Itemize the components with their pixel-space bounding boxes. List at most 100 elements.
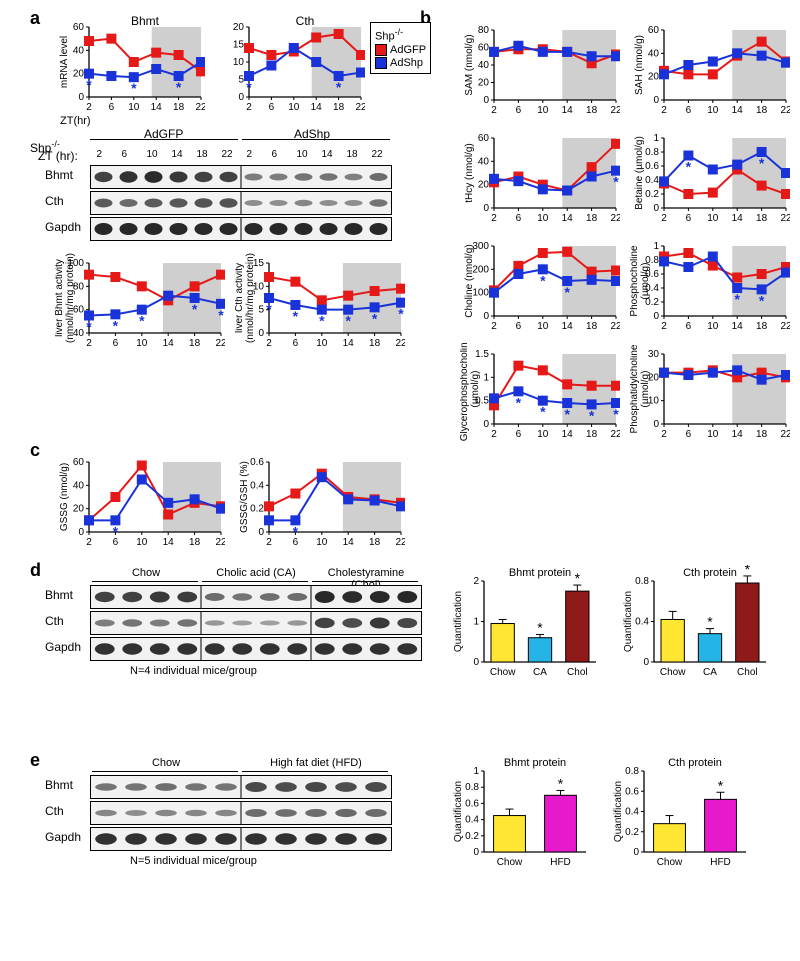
svg-text:*: * <box>540 404 546 420</box>
svg-text:0.8: 0.8 <box>635 576 649 587</box>
svg-text:2: 2 <box>661 105 667 116</box>
svg-text:2: 2 <box>491 321 497 332</box>
svg-text:Quantification: Quantification <box>453 781 464 842</box>
svg-text:0: 0 <box>238 92 244 103</box>
svg-text:0.6: 0.6 <box>250 457 264 468</box>
svg-text:2: 2 <box>86 338 92 349</box>
svg-text:Chol: Chol <box>567 667 588 678</box>
svg-text:60: 60 <box>478 43 490 54</box>
svg-text:20: 20 <box>73 69 85 80</box>
svg-text:10: 10 <box>316 338 328 349</box>
svg-text:Cth: Cth <box>296 15 315 28</box>
line-chart: 02040602610141822SAH (nmol/g) <box>630 18 790 118</box>
svg-text:liver Cth activity(nmol/hr/mg: liver Cth activity(nmol/hr/mg protein) <box>235 253 256 343</box>
svg-text:*: * <box>540 272 546 288</box>
svg-text:40: 40 <box>648 48 660 59</box>
svg-text:5: 5 <box>238 75 244 86</box>
zt-row-label: ZT (hr): <box>38 149 78 163</box>
svg-text:Bhmt protein: Bhmt protein <box>504 757 566 769</box>
svg-text:2: 2 <box>491 213 497 224</box>
svg-text:30: 30 <box>648 349 660 360</box>
zt-label: ZT(hr) <box>60 115 91 127</box>
svg-text:Cth protein: Cth protein <box>668 757 722 769</box>
svg-text:18: 18 <box>189 537 201 548</box>
svg-text:14: 14 <box>163 537 175 548</box>
svg-text:0: 0 <box>653 311 659 322</box>
svg-text:Cth protein: Cth protein <box>683 567 737 579</box>
zt-tick: 10 <box>147 149 158 160</box>
western-blot-row <box>90 217 392 241</box>
line-chart: 01020302610141822Phosphatidylcholine(µmo… <box>630 342 790 442</box>
svg-text:20: 20 <box>73 504 85 515</box>
svg-text:0.4: 0.4 <box>635 617 649 628</box>
svg-text:*: * <box>564 406 570 422</box>
svg-text:18: 18 <box>756 213 768 224</box>
svg-text:18: 18 <box>369 537 381 548</box>
svg-text:0.2: 0.2 <box>645 189 659 200</box>
svg-text:*: * <box>613 406 619 422</box>
svg-text:*: * <box>372 310 378 326</box>
line-chart: 01002003002610141822**Choline (nmol/g) <box>460 234 620 334</box>
svg-text:0.6: 0.6 <box>465 798 479 809</box>
svg-text:0: 0 <box>643 657 649 668</box>
western-blot-row <box>90 827 392 851</box>
svg-text:2: 2 <box>661 213 667 224</box>
zt-tick: 22 <box>222 149 233 160</box>
svg-text:22: 22 <box>780 213 790 224</box>
zt-tick: 10 <box>297 149 308 160</box>
svg-text:2: 2 <box>266 537 272 548</box>
svg-text:*: * <box>293 523 299 539</box>
svg-text:22: 22 <box>355 102 365 113</box>
svg-text:22: 22 <box>610 321 620 332</box>
svg-text:20: 20 <box>648 72 660 83</box>
svg-text:Choline (nmol/g): Choline (nmol/g) <box>464 244 475 317</box>
svg-text:*: * <box>575 570 581 586</box>
d-group-line <box>92 581 198 582</box>
svg-text:1: 1 <box>653 241 659 252</box>
svg-text:0.2: 0.2 <box>625 827 639 838</box>
svg-text:mRNA level: mRNA level <box>59 36 70 88</box>
svg-text:0.8: 0.8 <box>645 147 659 158</box>
svg-text:*: * <box>759 292 765 308</box>
svg-text:0.2: 0.2 <box>250 504 264 515</box>
line-chart: 4060801002610141822*****liver Bhmt activ… <box>55 251 225 351</box>
svg-text:0: 0 <box>653 95 659 106</box>
e-cth-label: Cth <box>45 804 64 818</box>
svg-text:*: * <box>589 407 595 423</box>
svg-text:14: 14 <box>732 213 744 224</box>
svg-text:18: 18 <box>369 338 381 349</box>
panel-label-d: d <box>30 560 41 581</box>
svg-text:60: 60 <box>648 25 660 36</box>
svg-text:0.8: 0.8 <box>625 766 639 777</box>
svg-text:*: * <box>734 291 740 307</box>
svg-text:*: * <box>564 284 570 300</box>
svg-text:*: * <box>246 79 252 95</box>
svg-text:*: * <box>537 619 543 635</box>
svg-text:Bhmt: Bhmt <box>131 15 160 28</box>
adshp-line <box>242 139 390 140</box>
d-group-line <box>202 581 308 582</box>
line-chart: 0204060802610141822SAM (nmol/g) <box>460 18 620 118</box>
svg-text:1: 1 <box>473 617 479 628</box>
svg-text:0.2: 0.2 <box>465 831 479 842</box>
d-group-line <box>312 581 418 582</box>
svg-text:14: 14 <box>562 321 574 332</box>
svg-text:22: 22 <box>610 429 620 440</box>
svg-text:10: 10 <box>288 102 300 113</box>
svg-text:60: 60 <box>73 457 85 468</box>
svg-text:2: 2 <box>491 429 497 440</box>
svg-text:18: 18 <box>586 321 598 332</box>
svg-text:18: 18 <box>586 429 598 440</box>
svg-text:80: 80 <box>478 25 490 36</box>
svg-text:2: 2 <box>473 576 479 587</box>
svg-text:22: 22 <box>395 338 405 349</box>
svg-text:HFD: HFD <box>710 857 731 868</box>
svg-text:0: 0 <box>483 203 489 214</box>
svg-text:CA: CA <box>533 667 547 678</box>
zt-tick: 2 <box>247 149 253 160</box>
cth-label: Cth <box>45 194 64 208</box>
svg-text:*: * <box>398 306 404 322</box>
d-gapdh-label: Gapdh <box>45 640 81 654</box>
svg-text:2: 2 <box>86 102 92 113</box>
svg-text:22: 22 <box>215 537 225 548</box>
